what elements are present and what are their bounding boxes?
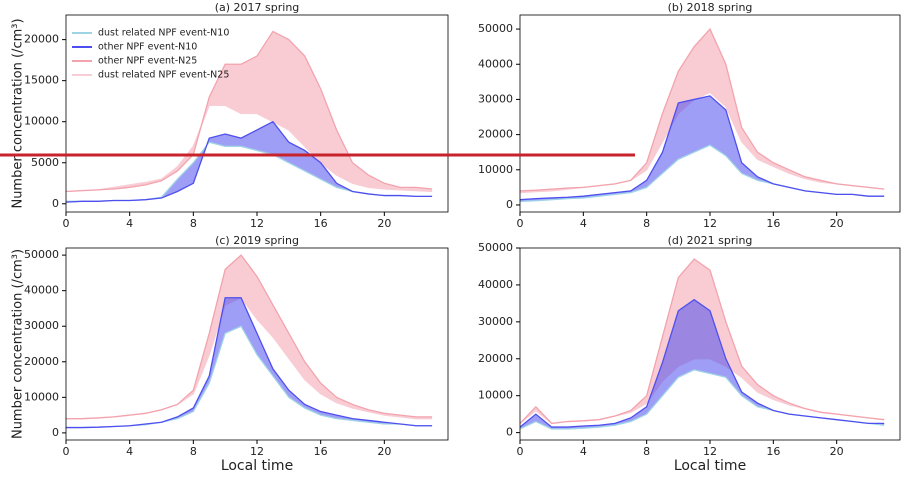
y-tick-label: 50000 <box>478 22 513 35</box>
x-tick-label: 4 <box>126 217 133 230</box>
y-tick-label: 20000 <box>478 128 513 141</box>
series-line <box>66 30 433 193</box>
y-tick-label: 40000 <box>478 278 513 291</box>
y-tick-label: 15000 <box>24 74 59 87</box>
y-tick-label: 30000 <box>478 92 513 105</box>
x-tick-label: 20 <box>830 445 844 458</box>
x-tick-label: 12 <box>250 217 264 230</box>
plot-area <box>66 30 433 203</box>
plot-area <box>66 254 433 429</box>
legend-label: other NPF event-N10 <box>98 42 197 53</box>
x-tick-label: 4 <box>580 445 587 458</box>
x-tick-label: 20 <box>377 217 391 230</box>
x-tick-label: 0 <box>63 217 70 230</box>
y-tick-label: 0 <box>506 198 513 211</box>
x-tick-label: 0 <box>517 217 524 230</box>
x-tick-label: 8 <box>190 217 197 230</box>
x-tick-label: 12 <box>250 445 264 458</box>
band-fill <box>66 255 433 419</box>
band-fill <box>520 29 885 193</box>
series-line <box>520 95 885 201</box>
y-tick-label: 40000 <box>478 57 513 70</box>
x-tick-label: 16 <box>314 217 328 230</box>
y-tick-label: 10000 <box>24 390 59 403</box>
panel: 0 4 8 12 16 20 0 10000 20000 30000 40000 50000 (d) 2… <box>478 234 901 474</box>
x-tick-label: 20 <box>830 217 844 230</box>
y-tick-label: 30000 <box>24 319 59 332</box>
series-line <box>520 369 885 430</box>
y-tick-label: 0 <box>52 426 59 439</box>
y-tick-label: 20000 <box>24 33 59 46</box>
y-tick-label: 50000 <box>478 241 513 254</box>
panel-title: (c) 2019 spring <box>215 234 299 247</box>
y-tick-label: 5000 <box>31 156 59 169</box>
series-line <box>66 120 433 203</box>
x-tick-label: 12 <box>703 217 717 230</box>
series-line <box>66 254 433 420</box>
y-tick-label: 10000 <box>478 163 513 176</box>
plot-area <box>520 27 885 203</box>
y-tick-label: 50000 <box>24 248 59 261</box>
x-tick-label: 16 <box>766 445 780 458</box>
y-axis-label: Number concentration (/cm³) <box>11 249 26 439</box>
y-tick-label: 20000 <box>478 352 513 365</box>
panel: 0 4 8 12 16 20 0 5000 10000 15000 20000 (a) 2017 sp… <box>11 1 449 230</box>
x-tick-label: 16 <box>766 217 780 230</box>
y-tick-label: 0 <box>52 197 59 210</box>
x-tick-label: 8 <box>643 217 650 230</box>
x-tick-label: 16 <box>314 445 328 458</box>
band-fill <box>66 297 433 428</box>
y-tick-label: 0 <box>506 426 513 439</box>
x-axis-label: Local time <box>674 458 746 474</box>
y-tick-label: 30000 <box>478 315 513 328</box>
band-fill <box>520 95 885 202</box>
x-tick-label: 20 <box>377 445 391 458</box>
band-fill <box>520 299 885 429</box>
y-tick-label: 40000 <box>24 284 59 297</box>
y-tick-label: 10000 <box>478 389 513 402</box>
band-fill <box>66 31 433 192</box>
x-tick-label: 0 <box>517 445 524 458</box>
series-line <box>66 104 433 193</box>
x-tick-label: 4 <box>580 217 587 230</box>
series-line <box>520 298 885 428</box>
y-tick-label: 20000 <box>24 355 59 368</box>
series-line <box>520 258 885 425</box>
x-tick-label: 8 <box>643 445 650 458</box>
plot-area <box>520 258 885 430</box>
series-line <box>520 27 885 192</box>
x-tick-label: 0 <box>63 445 70 458</box>
legend-label: dust related NPF event-N25 <box>98 70 229 81</box>
series-line <box>66 297 433 429</box>
legend-label: dust related NPF event-N10 <box>98 28 229 39</box>
panel: 0 4 8 12 16 20 0 10000 20000 30000 40000 50000 (c) 2… <box>11 234 449 474</box>
x-axis-label: Local time <box>221 458 293 474</box>
series-line <box>66 141 433 202</box>
panel-title: (a) 2017 spring <box>215 1 300 14</box>
y-tick-label: 10000 <box>24 115 59 128</box>
x-tick-label: 8 <box>190 445 197 458</box>
legend-label: other NPF event-N25 <box>98 56 197 67</box>
panel-title: (b) 2018 spring <box>668 1 753 14</box>
panel-title: (d) 2021 spring <box>668 234 753 247</box>
band-fill <box>66 121 433 203</box>
x-tick-label: 4 <box>126 445 133 458</box>
panel: 0 4 8 12 16 20 0 10000 20000 30000 40000 50000 (b) 2… <box>478 1 901 230</box>
y-axis-label: Number concentration (/cm³) <box>11 18 26 208</box>
x-tick-label: 12 <box>703 445 717 458</box>
